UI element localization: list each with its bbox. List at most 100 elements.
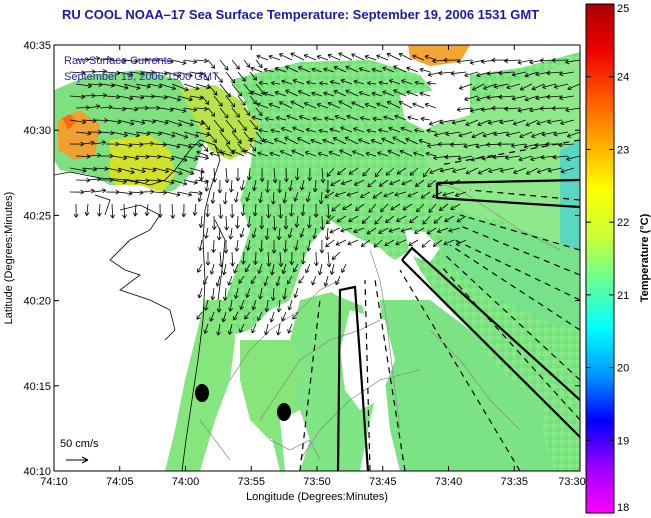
current-vector: [296, 137, 311, 145]
current-vector: [117, 142, 133, 148]
current-vector: [225, 119, 237, 133]
current-vector: [147, 105, 161, 111]
current-vector: [506, 83, 521, 90]
current-vector: [245, 287, 251, 298]
current-vector: [284, 136, 299, 145]
current-vector: [419, 67, 431, 73]
current-vector: [333, 89, 347, 97]
current-vector: [373, 239, 383, 248]
current-vector: [477, 119, 491, 127]
current-vector: [195, 106, 208, 112]
current-vector: [382, 66, 395, 73]
current-vector: [129, 167, 146, 174]
current-vector: [320, 167, 326, 183]
current-vector: [255, 107, 263, 117]
current-vector: [378, 80, 389, 86]
current-vector: [551, 105, 569, 111]
x-tick-label: 73:55: [237, 476, 265, 488]
current-vector: [198, 215, 204, 228]
current-vector: [306, 239, 312, 252]
current-vector: [196, 311, 203, 320]
current-vector: [342, 203, 353, 210]
current-vector: [471, 131, 485, 139]
current-vector: [337, 167, 347, 175]
current-vector: [330, 179, 341, 187]
current-vector: [215, 275, 221, 287]
current-vector: [376, 102, 389, 109]
current-vector: [258, 239, 264, 253]
current-vector: [196, 150, 209, 157]
currents-time: September 19, 2006 1500 GMT: [64, 71, 219, 83]
current-vector: [288, 179, 294, 192]
current-vector: [195, 131, 210, 137]
current-vector: [345, 89, 359, 97]
current-vector: [123, 131, 140, 138]
current-vector: [111, 131, 128, 138]
current-vector: [283, 167, 289, 183]
y-tick-label: 40:35: [23, 40, 51, 52]
current-vector: [297, 66, 311, 73]
current-vector: [153, 142, 167, 147]
current-vector: [341, 263, 347, 273]
current-vector: [159, 83, 176, 91]
current-vector: [387, 149, 401, 157]
current-vector: [428, 119, 443, 126]
current-vector: [469, 107, 485, 113]
current-vector: [360, 239, 371, 247]
current-vector: [290, 52, 305, 61]
current-vector: [524, 95, 539, 102]
current-vector: [87, 104, 101, 109]
current-vector: [482, 131, 497, 138]
current-vector: [285, 65, 299, 73]
current-vector: [246, 239, 251, 251]
y-tick-label: 40:10: [23, 466, 51, 478]
current-vector: [224, 167, 230, 184]
current-vector: [273, 138, 287, 145]
current-vector: [165, 71, 182, 78]
current-vector: [383, 191, 395, 198]
current-vector: [233, 287, 239, 299]
current-vector: [412, 54, 425, 61]
current-vector: [266, 203, 271, 219]
current-vector: [171, 179, 188, 186]
current-vector: [292, 311, 299, 320]
current-vector: [224, 215, 229, 231]
current-vector: [203, 323, 209, 334]
current-vector: [199, 167, 204, 181]
current-vector: [210, 287, 216, 301]
current-vector: [454, 191, 467, 198]
current-vector: [117, 191, 133, 196]
current-vector: [221, 151, 233, 157]
current-vector: [240, 203, 246, 217]
current-vector: [189, 119, 205, 126]
current-vector: [444, 215, 455, 222]
current-vector: [378, 128, 389, 133]
x-tick-label: 74:05: [106, 476, 134, 488]
current-vector: [177, 95, 193, 102]
current-vector: [197, 191, 203, 202]
current-vector: [159, 59, 174, 64]
current-vector: [329, 127, 341, 133]
current-vector: [519, 83, 533, 91]
current-vector: [551, 57, 569, 63]
current-vector: [378, 179, 389, 187]
current-vector: [394, 191, 407, 197]
current-vector: [329, 227, 341, 234]
current-vector: [414, 128, 425, 133]
current-vector: [239, 323, 245, 333]
current-vector: [293, 287, 299, 298]
current-vector: [225, 71, 236, 84]
colorbar-gradient: [585, 3, 615, 514]
current-vector: [409, 167, 419, 176]
current-vector: [400, 126, 413, 133]
current-vector: [353, 127, 365, 133]
current-vector: [540, 154, 557, 160]
current-vector: [432, 239, 443, 247]
current-vector: [439, 167, 455, 173]
current-vector: [159, 131, 176, 138]
current-vector: [197, 287, 203, 299]
current-vector: [546, 70, 563, 76]
current-vector: [327, 53, 341, 61]
current-vector: [165, 119, 183, 127]
y-tick-label: 40:25: [23, 210, 51, 222]
